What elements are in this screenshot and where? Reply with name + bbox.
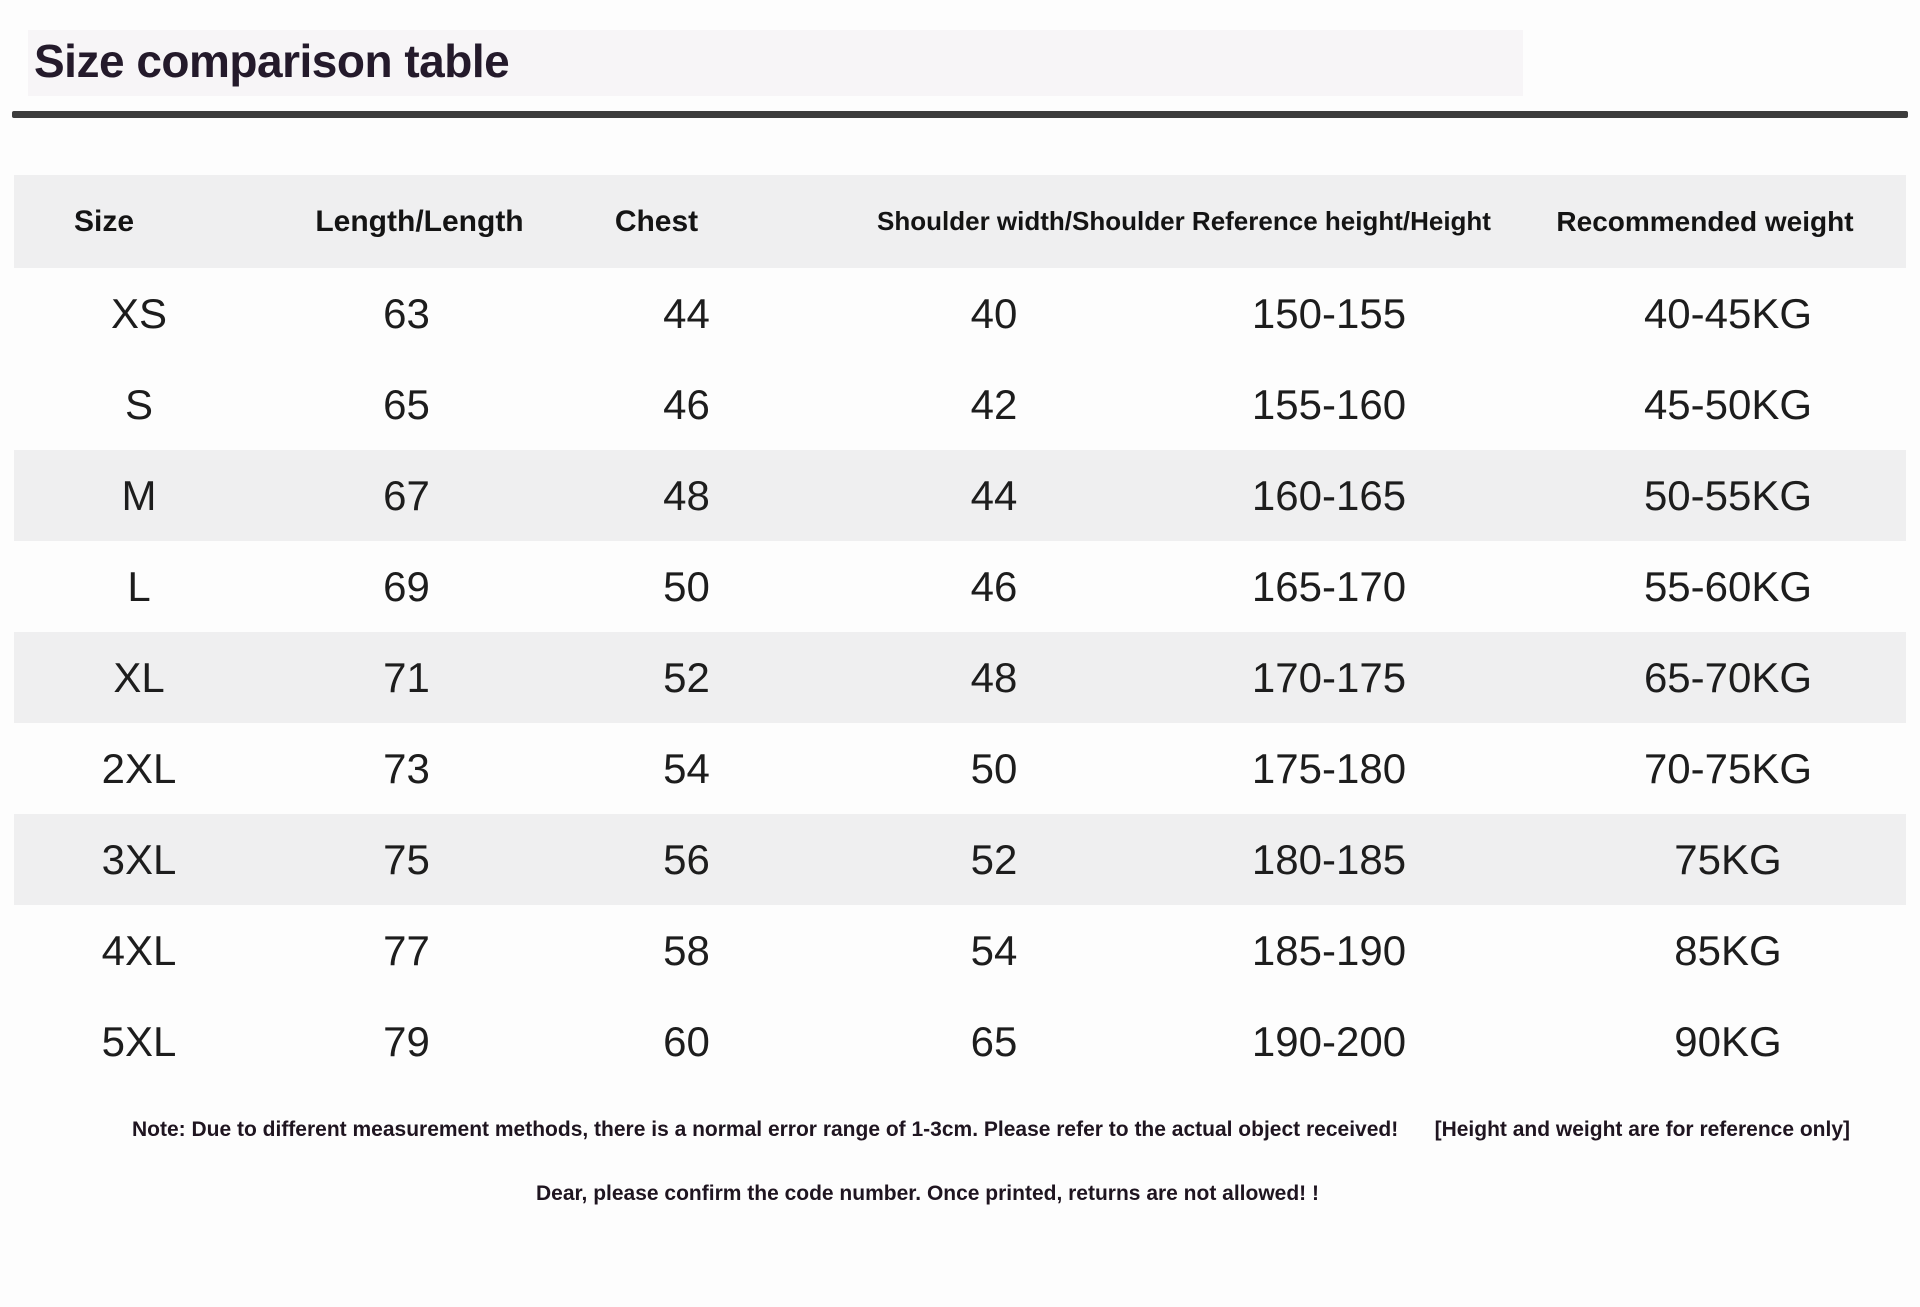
cell-weight: 85KG	[1674, 926, 1782, 974]
cell-chest: 52	[663, 653, 710, 701]
cell-length: 69	[383, 562, 430, 610]
cell-height: 175-180	[1251, 744, 1407, 792]
cell-shoulder: 52	[970, 835, 1018, 883]
cell-length: 71	[383, 653, 430, 701]
cell-length: 67	[383, 471, 430, 519]
column-header-chest: Chest	[614, 204, 699, 238]
cell-size: XL	[113, 653, 165, 701]
cell-height: 185-190	[1251, 926, 1407, 974]
table-row: 3XL 75 56 52 180-185 75KG	[14, 814, 1906, 905]
cell-weight: 45-50KG	[1643, 380, 1813, 428]
cell-chest: 58	[663, 926, 710, 974]
reference-note: [Height and weight are for reference onl…	[1434, 1118, 1850, 1141]
table-row: XL 71 52 48 170-175 65-70KG	[14, 632, 1906, 723]
page-title: Size comparison table	[34, 35, 510, 87]
cell-shoulder: 44	[970, 471, 1018, 519]
table-row: XS 63 44 40 150-155 40-45KG	[14, 268, 1906, 359]
cell-length: 79	[383, 1017, 430, 1065]
table-row: 4XL 77 58 54 185-190 85KG	[14, 905, 1906, 996]
cell-height: 190-200	[1251, 1017, 1407, 1065]
table-row: S 65 46 42 155-160 45-50KG	[14, 359, 1906, 450]
cell-chest: 44	[663, 289, 710, 337]
cell-chest: 60	[663, 1017, 710, 1065]
column-header-shoulder-height: Shoulder width/Shoulder Reference height…	[877, 206, 1491, 236]
cell-size: 4XL	[101, 926, 177, 974]
cell-shoulder: 46	[970, 562, 1018, 610]
cell-shoulder: 65	[970, 1017, 1018, 1065]
title-divider	[12, 111, 1908, 118]
column-header-length: Length/Length	[315, 204, 524, 238]
cell-length: 63	[383, 289, 430, 337]
cell-height: 170-175	[1251, 653, 1407, 701]
cell-weight: 55-60KG	[1643, 562, 1813, 610]
title-backdrop	[28, 30, 1523, 96]
cell-weight: 50-55KG	[1643, 471, 1813, 519]
notes-section: Note: Due to different measurement metho…	[0, 1118, 1920, 1206]
cell-length: 77	[383, 926, 430, 974]
cell-chest: 54	[663, 744, 710, 792]
table-body: XS 63 44 40 150-155 40-45KG S 65 46 42 1…	[14, 268, 1906, 1087]
table-row: M 67 48 44 160-165 50-55KG	[14, 450, 1906, 541]
size-table: Size Length/Length Chest Shoulder width/…	[14, 175, 1906, 1087]
cell-weight: 70-75KG	[1643, 744, 1813, 792]
cell-height: 165-170	[1251, 562, 1407, 610]
measurement-note: Note: Due to different measurement metho…	[132, 1118, 1399, 1141]
cell-height: 150-155	[1251, 289, 1407, 337]
cell-size: 2XL	[101, 744, 177, 792]
cell-shoulder: 50	[970, 744, 1018, 792]
cell-size: M	[121, 471, 157, 519]
table-row: 5XL 79 60 65 190-200 90KG	[14, 996, 1906, 1087]
returns-note: Dear, please confirm the code number. On…	[535, 1182, 1320, 1205]
cell-size: XS	[110, 289, 168, 337]
column-header-weight: Recommended weight	[1556, 205, 1854, 237]
cell-size: L	[127, 562, 151, 610]
cell-size: 3XL	[101, 835, 177, 883]
cell-height: 180-185	[1251, 835, 1407, 883]
cell-chest: 56	[663, 835, 710, 883]
cell-weight: 65-70KG	[1643, 653, 1813, 701]
cell-shoulder: 42	[970, 380, 1018, 428]
note-line-1: Note: Due to different measurement metho…	[0, 1118, 1920, 1142]
cell-chest: 48	[663, 471, 710, 519]
column-header-size: Size	[73, 204, 135, 238]
cell-height: 155-160	[1251, 380, 1407, 428]
cell-shoulder: 40	[970, 289, 1018, 337]
cell-chest: 50	[663, 562, 710, 610]
cell-shoulder: 54	[970, 926, 1018, 974]
cell-length: 75	[383, 835, 430, 883]
cell-weight: 75KG	[1674, 835, 1782, 883]
cell-size: S	[124, 380, 153, 428]
cell-size: 5XL	[101, 1017, 177, 1065]
cell-weight: 40-45KG	[1643, 289, 1813, 337]
cell-weight: 90KG	[1674, 1017, 1782, 1065]
cell-chest: 46	[663, 380, 710, 428]
cell-length: 65	[383, 380, 430, 428]
cell-shoulder: 48	[970, 653, 1018, 701]
table-row: 2XL 73 54 50 175-180 70-75KG	[14, 723, 1906, 814]
cell-length: 73	[383, 744, 430, 792]
table-row: L 69 50 46 165-170 55-60KG	[14, 541, 1906, 632]
cell-height: 160-165	[1251, 471, 1407, 519]
table-header-row: Size Length/Length Chest Shoulder width/…	[14, 175, 1906, 268]
